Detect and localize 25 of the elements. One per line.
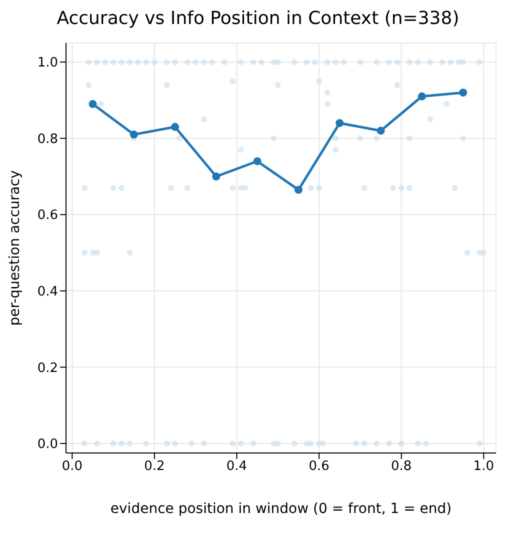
- y-tick-label: 0.2: [37, 360, 58, 376]
- y-tick-label: 0.8: [37, 132, 58, 147]
- chart-title: Accuracy vs Info Position in Context (n=338): [56, 8, 460, 29]
- y-tick-label: 0.4: [37, 284, 58, 300]
- y-tick-label: 1.0: [37, 56, 58, 71]
- point: [459, 88, 468, 97]
- x-tick-label: 0.4: [226, 459, 248, 474]
- y-tick-label: 0.0: [37, 437, 58, 452]
- x-tick-label: 0.0: [62, 459, 83, 474]
- x-tick-label: 0.2: [144, 459, 165, 474]
- point: [212, 172, 220, 180]
- x-tick-label: 1.0: [473, 459, 494, 474]
- x-tick-label: 0.8: [391, 459, 412, 474]
- point: [171, 122, 180, 131]
- point: [418, 92, 426, 100]
- x-axis-title: evidence position in window (0 = front, 1 = end): [110, 501, 452, 517]
- point: [130, 130, 138, 139]
- point: [253, 157, 262, 166]
- point: [88, 100, 97, 108]
- y-axis-title: per-question accuracy: [6, 170, 23, 326]
- point: [376, 126, 385, 135]
- x-tick-label: 0.6: [308, 459, 330, 474]
- point: [294, 186, 302, 194]
- point: [336, 119, 344, 128]
- y-tick-label: 0.6: [37, 208, 58, 224]
